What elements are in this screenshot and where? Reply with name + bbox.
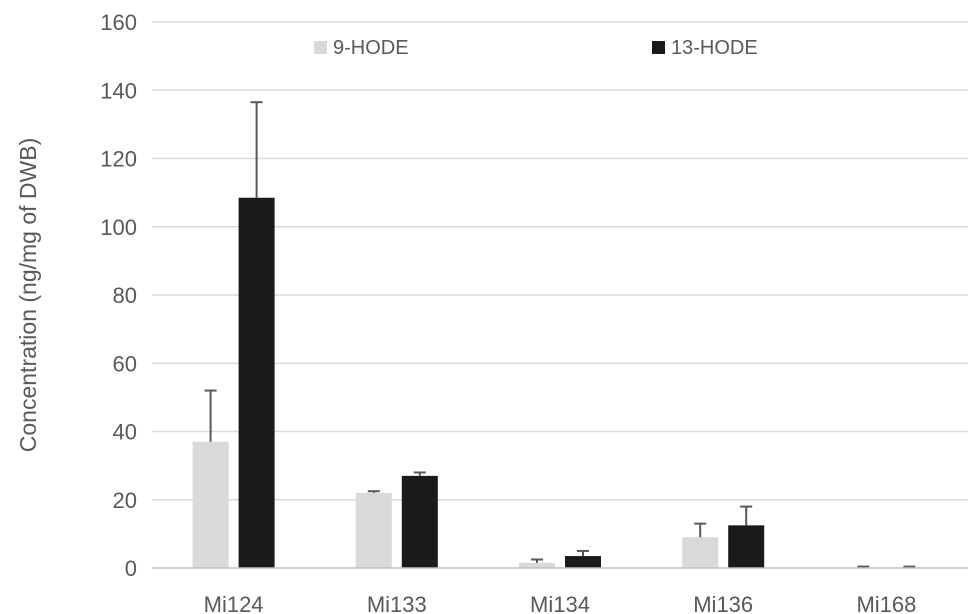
y-tick-label: 80 bbox=[113, 283, 137, 308]
x-tick-label: Mi168 bbox=[856, 592, 916, 614]
bars bbox=[192, 197, 928, 568]
error-bars bbox=[204, 101, 916, 568]
bar-13-hode-mi136 bbox=[728, 525, 765, 568]
bar-9-hode-mi124 bbox=[192, 441, 229, 568]
y-axis-ticks: 0 20 40 60 80 100 120 140 160 bbox=[100, 10, 137, 581]
bar-13-hode-mi124 bbox=[238, 197, 275, 568]
x-tick-label: Mi133 bbox=[367, 592, 427, 614]
x-axis-ticks: Mi124 Mi133 Mi134 Mi136 Mi168 bbox=[204, 592, 917, 614]
legend-swatch-13-hode bbox=[652, 41, 665, 54]
y-axis-label: Concentration (ng/mg of DWB) bbox=[15, 138, 41, 452]
gridlines bbox=[152, 21, 968, 501]
y-tick-label: 120 bbox=[100, 147, 137, 172]
y-tick-label: 160 bbox=[100, 10, 137, 35]
y-tick-label: 20 bbox=[113, 488, 137, 513]
x-tick-label: Mi136 bbox=[693, 592, 753, 614]
bar-9-hode-mi136 bbox=[682, 537, 719, 568]
y-tick-label: 60 bbox=[113, 351, 137, 376]
bar-9-hode-mi133 bbox=[355, 492, 392, 568]
legend-label-13-hode: 13-HODE bbox=[671, 37, 758, 59]
legend: 9-HODE 13-HODE bbox=[314, 37, 758, 59]
legend-swatch-9-hode bbox=[314, 41, 327, 54]
bar-13-hode-mi134 bbox=[565, 556, 601, 568]
bar-9-hode-mi134 bbox=[519, 562, 555, 568]
y-tick-label: 0 bbox=[125, 556, 137, 581]
y-tick-label: 100 bbox=[100, 215, 137, 240]
bar-13-hode-mi133 bbox=[401, 475, 438, 568]
x-tick-label: Mi134 bbox=[530, 592, 590, 614]
y-tick-label: 140 bbox=[100, 78, 137, 103]
y-tick-label: 40 bbox=[113, 420, 137, 445]
x-tick-label: Mi124 bbox=[204, 592, 264, 614]
legend-label-9-hode: 9-HODE bbox=[333, 37, 409, 59]
